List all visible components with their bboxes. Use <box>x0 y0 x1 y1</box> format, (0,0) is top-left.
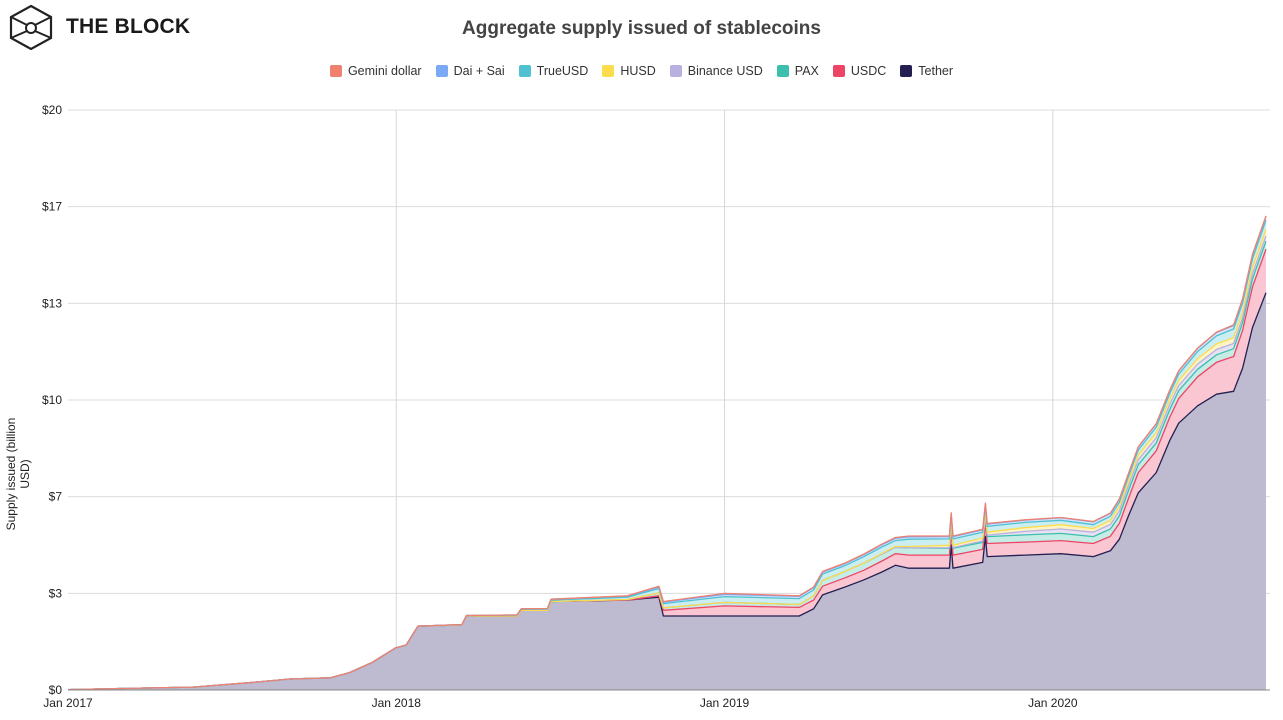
chart-title: Aggregate supply issued of stablecoins <box>462 18 821 39</box>
legend-item-dai-sai[interactable]: Dai + Sai <box>435 64 505 78</box>
y-tick-label: $3 <box>49 586 63 600</box>
legend-swatch <box>435 65 448 77</box>
legend-label: USDC <box>850 64 887 78</box>
legend-label: Dai + Sai <box>453 64 505 78</box>
cube-logo-icon <box>9 4 53 50</box>
y-tick-label: $17 <box>42 200 62 214</box>
legend-item-binance-usd[interactable]: Binance USD <box>669 64 763 78</box>
legend-swatch <box>518 65 531 77</box>
legend-swatch <box>776 65 789 77</box>
legend-swatch <box>602 65 615 77</box>
legend-item-usdc[interactable]: USDC <box>832 64 887 78</box>
y-tick-label: $0 <box>49 683 63 697</box>
brand-logo: THE BLOCK <box>8 4 190 50</box>
y-tick-label: $10 <box>42 393 62 407</box>
area-tether <box>68 292 1266 690</box>
y-tick-label: $13 <box>42 296 62 310</box>
legend: Gemini dollar Dai + Sai TrueUSD HUSD Binance… <box>0 64 1283 78</box>
legend-label: Tether <box>918 64 954 78</box>
legend-label: PAX <box>794 64 819 78</box>
legend-swatch <box>329 65 342 77</box>
x-tick-label: Jan 2020 <box>1028 696 1078 710</box>
legend-item-pax[interactable]: PAX <box>776 64 819 78</box>
legend-label: Binance USD <box>687 64 763 78</box>
legend-label: TrueUSD <box>536 64 589 78</box>
legend-item-trueusd[interactable]: TrueUSD <box>518 64 589 78</box>
legend-swatch <box>669 65 682 77</box>
legend-label: HUSD <box>620 64 656 78</box>
brand-name: THE BLOCK <box>66 15 191 38</box>
legend-swatch <box>832 65 845 77</box>
y-tick-label: $7 <box>49 490 63 504</box>
legend-item-husd[interactable]: HUSD <box>602 64 656 78</box>
x-tick-label: Jan 2018 <box>372 696 422 710</box>
x-tick-label: Jan 2019 <box>700 696 750 710</box>
legend-label: Gemini dollar <box>347 64 422 78</box>
legend-swatch <box>900 65 913 77</box>
y-tick-label: $20 <box>42 103 62 117</box>
legend-item-gemini-dollar[interactable]: Gemini dollar <box>329 64 422 78</box>
legend-item-tether[interactable]: Tether <box>900 64 953 78</box>
x-tick-label: Jan 2017 <box>43 696 93 710</box>
line-gemini-dollar <box>67 215 1267 691</box>
